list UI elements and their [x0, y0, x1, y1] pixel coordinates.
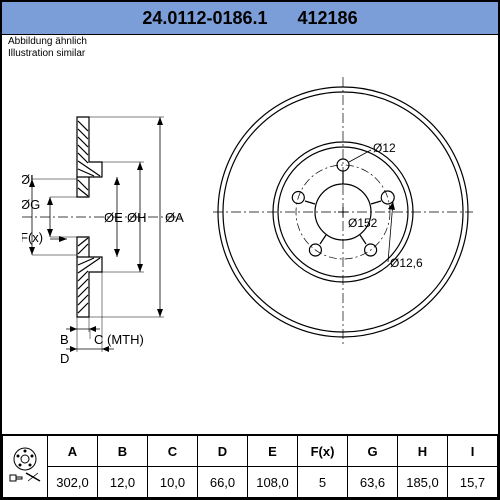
- val-E: 108,0: [248, 467, 298, 498]
- svg-text:Ø12: Ø12: [373, 141, 396, 155]
- svg-text:ØG: ØG: [22, 197, 40, 212]
- col-C: C: [148, 436, 198, 467]
- svg-text:Ø152: Ø152: [348, 216, 378, 230]
- val-B: 12,0: [98, 467, 148, 498]
- icon-cell: [3, 436, 48, 498]
- part-number: 24.0112-0186.1: [142, 8, 267, 29]
- col-D: D: [198, 436, 248, 467]
- col-G: G: [348, 436, 398, 467]
- col-I: I: [448, 436, 498, 467]
- svg-text:ØA: ØA: [165, 210, 184, 225]
- svg-text:ØE: ØE: [104, 210, 123, 225]
- cross-section-view: ØA ØH ØE ØI: [22, 107, 172, 337]
- header-bar: 24.0112-0186.1 412186: [2, 2, 498, 35]
- diagram-area: ØA ØH ØE ØI: [2, 52, 498, 432]
- col-E: E: [248, 436, 298, 467]
- part-code: 412186: [298, 8, 358, 29]
- val-C: 10,0: [148, 467, 198, 498]
- subheader-line1: Abbildung ähnlich: [8, 36, 87, 48]
- svg-text:ØH: ØH: [127, 210, 147, 225]
- val-D: 66,0: [198, 467, 248, 498]
- table-value-row: 302,0 12,0 10,0 66,0 108,0 5 63,6 185,0 …: [3, 467, 498, 498]
- val-H: 185,0: [398, 467, 448, 498]
- val-F: 5: [298, 467, 348, 498]
- col-A: A: [48, 436, 98, 467]
- dimension-table: A B C D E F(x) G H I 302,0 12,0 10,0 66,…: [2, 434, 498, 498]
- svg-text:F(x): F(x): [22, 230, 43, 245]
- svg-text:ØI: ØI: [22, 172, 34, 187]
- val-G: 63,6: [348, 467, 398, 498]
- svg-text:D: D: [60, 351, 69, 366]
- front-view: Ø12 Ø152 Ø12,6: [213, 72, 473, 332]
- col-B: B: [98, 436, 148, 467]
- svg-text:B: B: [60, 332, 69, 347]
- svg-text:Ø12,6: Ø12,6: [390, 256, 423, 270]
- val-A: 302,0: [48, 467, 98, 498]
- val-I: 15,7: [448, 467, 498, 498]
- col-F: F(x): [298, 436, 348, 467]
- svg-text:C (MTH): C (MTH): [94, 332, 144, 347]
- col-H: H: [398, 436, 448, 467]
- table-header-row: A B C D E F(x) G H I: [3, 436, 498, 467]
